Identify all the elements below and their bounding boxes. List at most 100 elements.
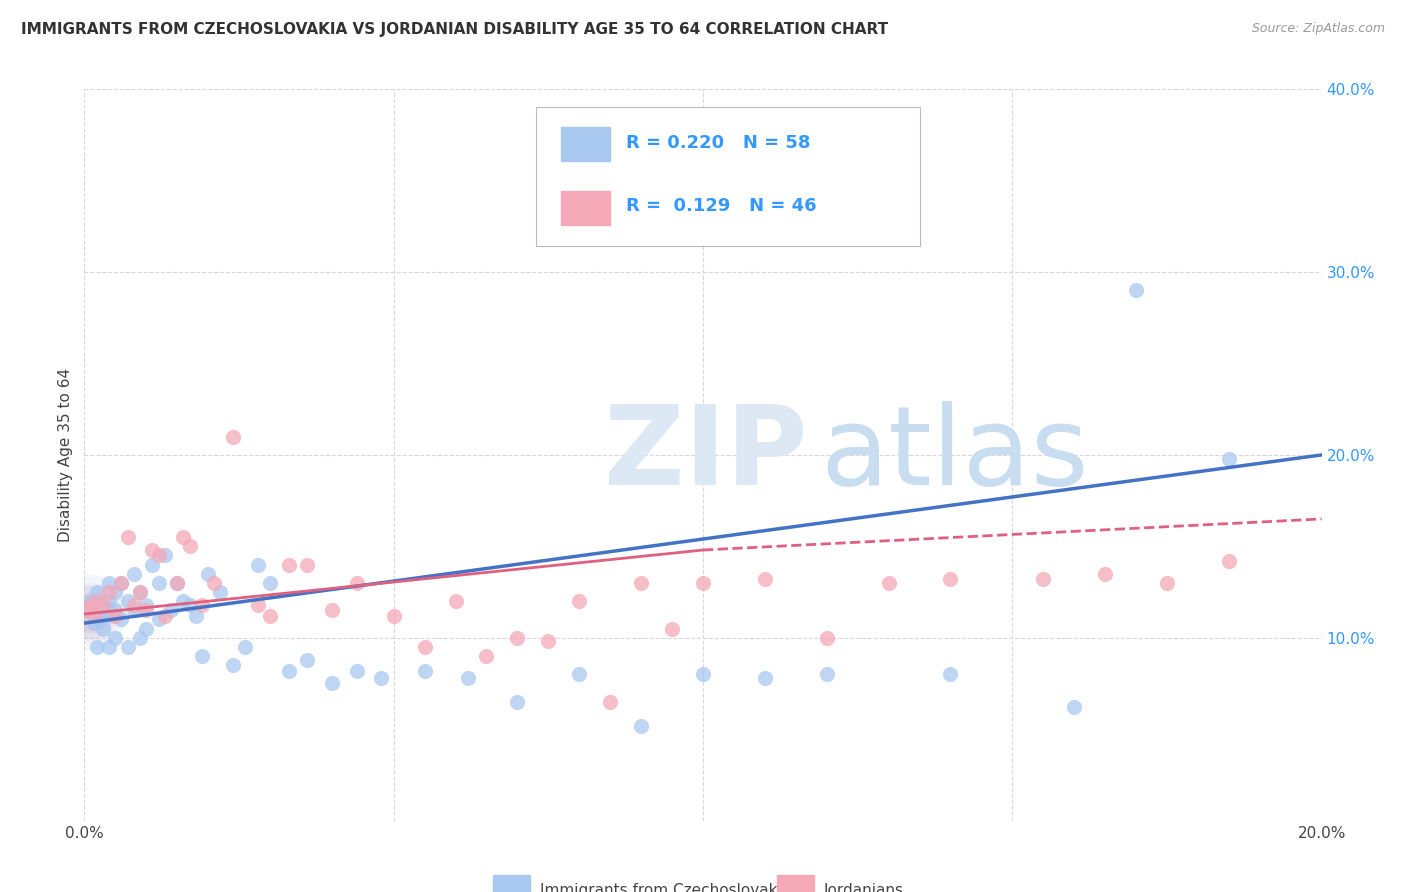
Point — [321, 676, 343, 690]
Point — [233, 640, 256, 654]
Point — [599, 695, 621, 709]
Text: IMMIGRANTS FROM CZECHOSLOVAKIA VS JORDANIAN DISABILITY AGE 35 TO 64 CORRELATION : IMMIGRANTS FROM CZECHOSLOVAKIA VS JORDAN… — [21, 22, 889, 37]
Point — [86, 594, 108, 608]
Point — [295, 558, 318, 572]
Point — [939, 572, 962, 586]
Point — [661, 622, 683, 636]
Point — [153, 549, 176, 563]
FancyBboxPatch shape — [492, 875, 530, 892]
Point — [79, 605, 101, 619]
Point — [86, 585, 108, 599]
Point — [202, 576, 225, 591]
Point — [153, 608, 176, 623]
Point — [259, 608, 281, 623]
Point — [172, 530, 194, 544]
Point — [79, 594, 101, 608]
Point — [179, 539, 201, 553]
Point — [104, 585, 127, 599]
Point — [630, 718, 652, 732]
Point — [110, 613, 132, 627]
Point — [117, 640, 139, 654]
Point — [91, 622, 114, 636]
Point — [692, 667, 714, 681]
Point — [141, 543, 163, 558]
Point — [191, 598, 214, 612]
Point — [413, 640, 436, 654]
Point — [135, 598, 157, 612]
Point — [277, 664, 299, 678]
Point — [506, 631, 529, 645]
Point — [89, 613, 111, 627]
Point — [246, 558, 269, 572]
Point — [1032, 572, 1054, 586]
FancyBboxPatch shape — [778, 875, 814, 892]
Point — [246, 598, 269, 612]
Point — [413, 664, 436, 678]
Point — [346, 576, 368, 591]
Point — [76, 603, 98, 617]
Point — [79, 605, 101, 619]
Point — [382, 608, 405, 623]
Point — [122, 603, 145, 617]
Point — [222, 430, 245, 444]
Point — [129, 631, 152, 645]
Point — [148, 549, 170, 563]
Text: Jordanians: Jordanians — [824, 882, 904, 892]
Point — [939, 667, 962, 681]
Point — [475, 649, 498, 664]
Point — [259, 576, 281, 591]
Text: R =  0.129   N = 46: R = 0.129 N = 46 — [626, 197, 817, 215]
Point — [1218, 451, 1240, 466]
Point — [506, 695, 529, 709]
Point — [94, 608, 117, 623]
Point — [444, 594, 467, 608]
Point — [98, 585, 121, 599]
Point — [568, 594, 591, 608]
Y-axis label: Disability Age 35 to 64: Disability Age 35 to 64 — [58, 368, 73, 542]
Point — [537, 634, 560, 648]
Point — [346, 664, 368, 678]
Point — [148, 613, 170, 627]
Point — [79, 605, 101, 619]
Point — [110, 576, 132, 591]
Point — [1125, 284, 1147, 298]
Point — [79, 598, 101, 612]
Point — [104, 631, 127, 645]
Point — [148, 576, 170, 591]
Point — [104, 603, 127, 617]
Point — [129, 585, 152, 599]
Point — [160, 603, 183, 617]
Point — [122, 566, 145, 581]
Point — [166, 576, 188, 591]
Point — [91, 598, 114, 612]
Point — [630, 576, 652, 591]
Point — [141, 558, 163, 572]
Point — [815, 631, 838, 645]
Point — [222, 658, 245, 673]
Point — [76, 603, 98, 617]
Point — [1156, 576, 1178, 591]
Point — [692, 576, 714, 591]
Point — [98, 576, 121, 591]
Point — [277, 558, 299, 572]
Point — [197, 566, 219, 581]
Point — [104, 608, 127, 623]
Point — [321, 603, 343, 617]
Point — [83, 616, 105, 631]
Point — [457, 671, 479, 685]
Point — [110, 576, 132, 591]
Point — [370, 671, 392, 685]
Point — [122, 598, 145, 612]
Point — [135, 603, 157, 617]
Point — [117, 530, 139, 544]
FancyBboxPatch shape — [536, 108, 920, 246]
Point — [91, 598, 114, 612]
Text: Source: ZipAtlas.com: Source: ZipAtlas.com — [1251, 22, 1385, 36]
Point — [815, 667, 838, 681]
Text: ZIP: ZIP — [605, 401, 807, 508]
Point — [129, 585, 152, 599]
Point — [1218, 554, 1240, 568]
Point — [877, 576, 900, 591]
Text: R = 0.220   N = 58: R = 0.220 N = 58 — [626, 135, 811, 153]
Point — [295, 653, 318, 667]
